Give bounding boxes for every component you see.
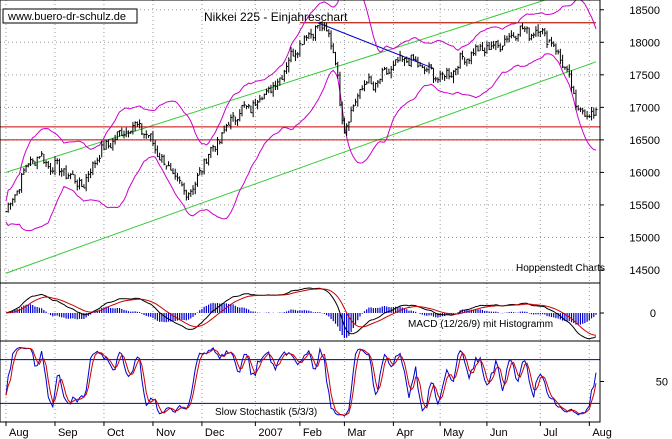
chart-title: Nikkei 225 - Einjahreschart: [204, 10, 348, 24]
x-tick-label: Sep: [58, 427, 78, 439]
price-tick-label: 16000: [629, 167, 660, 179]
macd-axis: 0: [600, 308, 656, 320]
x-tick-label: Aug: [9, 427, 29, 439]
macd-lines: [5, 287, 597, 340]
macd-label: MACD (12/26/9) mit Histogramm: [408, 319, 553, 330]
price-tick-label: 16500: [629, 135, 660, 147]
x-tick-label: May: [443, 427, 464, 439]
x-tick-label: Dec: [205, 427, 225, 439]
x-tick-label: Oct: [107, 427, 124, 439]
x-tick-label: Jun: [490, 427, 508, 439]
stochastic-tick-label: 50: [656, 377, 668, 389]
stochastic-panel: 50 Slow Stochastik (5/3/3): [0, 340, 668, 423]
x-tick-label: Jul: [543, 427, 557, 439]
price-tick-label: 15000: [629, 232, 660, 244]
price-overlays: [0, 0, 600, 274]
stochastic-axis: 50: [600, 377, 668, 389]
stochastic-lines: [5, 346, 597, 417]
stochastic-k-line: [5, 346, 597, 417]
price-axis: 18500 18000 17500 17000 16500 16000 15500 15000…: [600, 5, 660, 277]
x-tick-label: 2007: [258, 427, 282, 439]
price-tick-label: 15500: [629, 200, 660, 212]
macd-histogram: [7, 302, 597, 338]
price-tick-label: 18000: [629, 37, 660, 49]
price-tick-label: 14500: [629, 265, 660, 277]
trend-channel-line: [5, 61, 597, 274]
macd-signal-line: [5, 288, 597, 336]
macd-line: [5, 287, 597, 340]
stochastic-d-line: [5, 347, 597, 416]
stochastic-grid: [0, 341, 600, 422]
price-panel: 18500 18000 17500 17000 16500 16000 15500 15000…: [0, 0, 660, 284]
price-tick-label: 17000: [629, 102, 660, 114]
trend-channel-line: [5, 0, 547, 173]
x-tick-label: Aug: [592, 427, 612, 439]
stochastic-label: Slow Stochastik (5/3/3): [215, 407, 317, 418]
watermark-box: [2, 8, 138, 24]
x-axis: Aug Sep Oct Nov Dec 2007 Feb Mar Apr May Jun Jul Aug: [5, 422, 612, 439]
downtrend-line: [317, 22, 434, 69]
price-tick-label: 18500: [629, 5, 660, 17]
price-tick-label: 17500: [629, 70, 660, 82]
x-tick-label: Apr: [396, 427, 413, 439]
x-tick-label: Mar: [347, 427, 366, 439]
x-tick-label: Feb: [303, 427, 322, 439]
bollinger-lower: [5, 53, 597, 232]
x-tick-label: Nov: [156, 427, 176, 439]
bollinger-upper: [5, 0, 597, 202]
macd-tick-label: 0: [650, 308, 656, 320]
watermark: www.buero-dr-schulz.de: [7, 11, 126, 23]
source-label: Hoppenstedt Charts: [516, 263, 605, 274]
price-bars: [5, 21, 598, 213]
